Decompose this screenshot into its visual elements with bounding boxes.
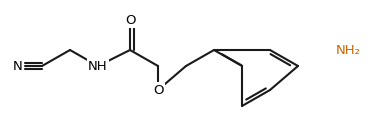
Text: NH₂: NH₂ (336, 44, 361, 56)
Text: N: N (13, 60, 23, 72)
Text: NH: NH (88, 60, 108, 72)
Text: O: O (125, 13, 135, 27)
Text: O: O (153, 84, 163, 96)
